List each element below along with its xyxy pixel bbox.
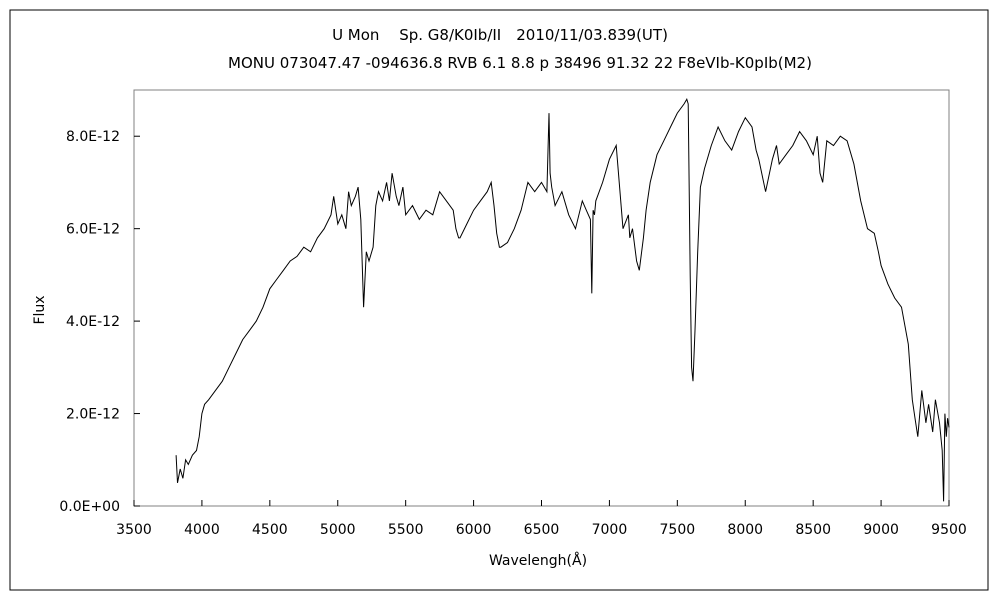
x-tick-label: 4500 xyxy=(252,522,288,538)
x-tick-label: 6000 xyxy=(456,522,492,538)
x-tick-label: 8500 xyxy=(795,522,831,538)
x-tick-label: 9500 xyxy=(931,522,967,538)
y-tick-label: 8.0E-12 xyxy=(66,129,120,145)
y-tick-label: 6.0E-12 xyxy=(66,222,120,238)
x-tick-label: 6500 xyxy=(524,522,560,538)
x-tick-label: 9000 xyxy=(863,522,899,538)
y-tick-label: 2.0E-12 xyxy=(66,407,120,423)
x-tick-label: 5500 xyxy=(388,522,424,538)
y-tick-label: 4.0E-12 xyxy=(66,314,120,330)
x-tick-label: 7000 xyxy=(592,522,628,538)
figure-border xyxy=(9,9,989,591)
y-tick-label: 0.0E+00 xyxy=(59,499,120,515)
series-line xyxy=(175,97,950,502)
x-axis: 3500 4000 4500 5000 5500 6000 6500 7000 7500 8000… xyxy=(116,500,967,538)
chart-subtitle: MONU 073047.47 -094636.8 RVB 6.1 8.8 p 3… xyxy=(228,54,812,72)
x-axis-label: Wavelengh(Å) xyxy=(489,552,587,569)
y-axis: 0.0E+00 2.0E-12 4.0E-12 6.0E-12 8.0E-12 xyxy=(59,129,140,515)
x-tick-label: 7500 xyxy=(660,522,696,538)
x-tick-label: 3500 xyxy=(116,522,152,538)
x-tick-label: 5000 xyxy=(320,522,356,538)
y-axis-label: Flux xyxy=(32,295,48,324)
chart-title: U Mon Sp. G8/K0Ib/II 2010/11/03.839(UT) xyxy=(332,26,668,44)
x-tick-label: 4000 xyxy=(184,522,220,538)
x-tick-label: 8000 xyxy=(727,522,763,538)
